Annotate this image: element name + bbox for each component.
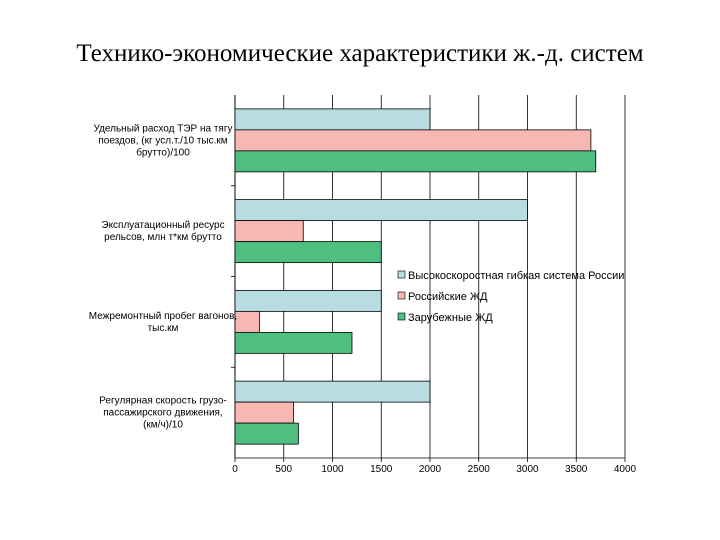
- chart-title: Технико-экономические характеристики ж.-…: [76, 40, 644, 67]
- category-label-line: Эксплуатационный ресурс: [101, 220, 224, 231]
- bar: [234, 150, 597, 173]
- category-label: Межремонтный пробег вагонов, тыс.км: [89, 310, 237, 334]
- category-label-line: брутто)/100: [136, 146, 190, 158]
- legend-label: Российские ЖД: [408, 291, 488, 303]
- legend: Высокоскоростная гибкая система России Ро…: [397, 270, 624, 324]
- category-label-line: (км/ч)/10: [143, 420, 183, 431]
- category-label-line: Регулярная скорость грузо-: [99, 396, 227, 407]
- category-label-line: рельсов, млн т*км брутто: [104, 231, 222, 243]
- legend-swatch: [397, 291, 406, 300]
- legend-swatch: [397, 270, 406, 279]
- x-tick-label: 0: [232, 464, 238, 475]
- bar: [234, 310, 260, 333]
- bar: [234, 289, 382, 312]
- category-label-line: Удельный расход ТЭР на тягу: [94, 123, 233, 134]
- bar: [234, 108, 431, 131]
- bar: [234, 331, 353, 354]
- x-tick-label: 2500: [468, 464, 491, 475]
- category-label: Удельный расход ТЭР на тягу поездов, (кг …: [94, 123, 233, 158]
- x-tick-labels: 0 500 1000 1500 2000 2500 3000 3500 4000: [232, 464, 636, 475]
- x-tick-label: 500: [275, 464, 292, 475]
- category-label-line: поездов, (кг усл.т./10 тыс.км: [98, 135, 227, 146]
- category-labels: Удельный расход ТЭР на тягу поездов, (кг …: [89, 123, 237, 430]
- x-tick-label: 1500: [370, 464, 393, 475]
- category-label: Эксплуатационный ресурс рельсов, млн т*км…: [101, 220, 224, 243]
- category-label-line: пассажирского движения,: [103, 408, 222, 419]
- bar: [234, 129, 592, 152]
- bar: [234, 422, 299, 445]
- x-tick-label: 1000: [321, 464, 344, 475]
- bars: [234, 108, 597, 445]
- bar: [234, 401, 294, 424]
- category-label-line: Межремонтный пробег вагонов,: [89, 310, 237, 322]
- x-tick-label: 3000: [516, 464, 539, 475]
- x-tick-label: 3500: [565, 464, 588, 475]
- legend-label: Высокоскоростная гибкая система России: [408, 270, 624, 282]
- x-tick-label: 2000: [419, 464, 442, 475]
- bar: [234, 241, 382, 264]
- legend-label: Зарубежные ЖД: [408, 312, 493, 324]
- bar: [234, 380, 431, 403]
- bar: [234, 220, 304, 243]
- category-label-line: тыс.км: [148, 323, 179, 334]
- legend-swatch: [397, 312, 406, 321]
- category-label: Регулярная скорость грузо-пассажирского …: [99, 396, 227, 431]
- x-tick-label: 4000: [614, 464, 637, 475]
- bar: [234, 199, 528, 222]
